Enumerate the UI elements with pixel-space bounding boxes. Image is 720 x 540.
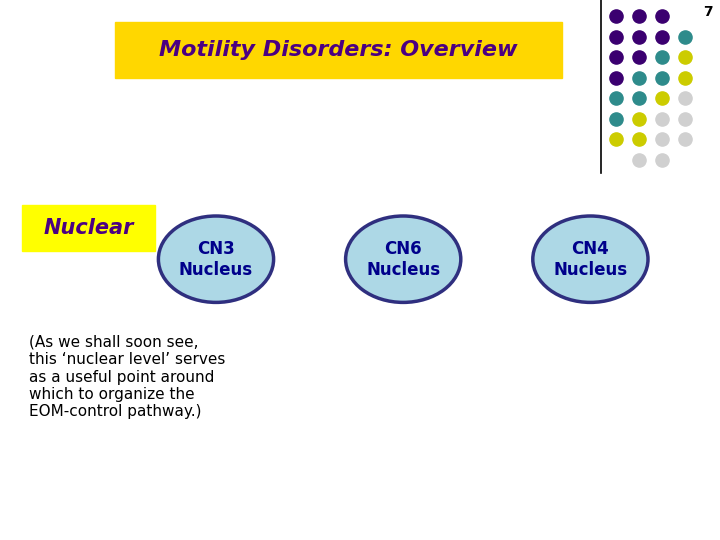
Point — [633, 135, 644, 144]
Point — [610, 94, 621, 103]
Point — [679, 135, 690, 144]
Point — [633, 73, 644, 82]
Text: CN6
Nucleus: CN6 Nucleus — [366, 240, 440, 279]
Point — [679, 53, 690, 62]
Point — [610, 32, 621, 41]
Point — [656, 12, 667, 21]
Point — [633, 32, 644, 41]
Point — [633, 156, 644, 164]
Point — [679, 32, 690, 41]
Circle shape — [158, 216, 274, 302]
Point — [656, 114, 667, 123]
Point — [610, 12, 621, 21]
Point — [656, 73, 667, 82]
Point — [633, 94, 644, 103]
Point — [656, 135, 667, 144]
Text: CN4
Nucleus: CN4 Nucleus — [554, 240, 627, 279]
Text: CN3
Nucleus: CN3 Nucleus — [179, 240, 253, 279]
Point — [679, 114, 690, 123]
Point — [633, 12, 644, 21]
Point — [633, 114, 644, 123]
Point — [679, 94, 690, 103]
Point — [656, 156, 667, 164]
Circle shape — [346, 216, 461, 302]
Text: Motility Disorders: Overview: Motility Disorders: Overview — [159, 39, 518, 60]
Point — [656, 53, 667, 62]
Point — [656, 94, 667, 103]
Point — [633, 53, 644, 62]
FancyBboxPatch shape — [115, 22, 562, 78]
Point — [679, 73, 690, 82]
Point — [610, 73, 621, 82]
FancyBboxPatch shape — [22, 205, 155, 251]
Point — [610, 53, 621, 62]
Text: Nuclear: Nuclear — [43, 218, 134, 238]
Text: 7: 7 — [703, 5, 713, 19]
Text: (As we shall soon see,
this ‘nuclear level’ serves
as a useful point around
whic: (As we shall soon see, this ‘nuclear lev… — [29, 335, 225, 420]
Point — [610, 135, 621, 144]
Circle shape — [533, 216, 648, 302]
Point — [610, 114, 621, 123]
Point — [656, 32, 667, 41]
